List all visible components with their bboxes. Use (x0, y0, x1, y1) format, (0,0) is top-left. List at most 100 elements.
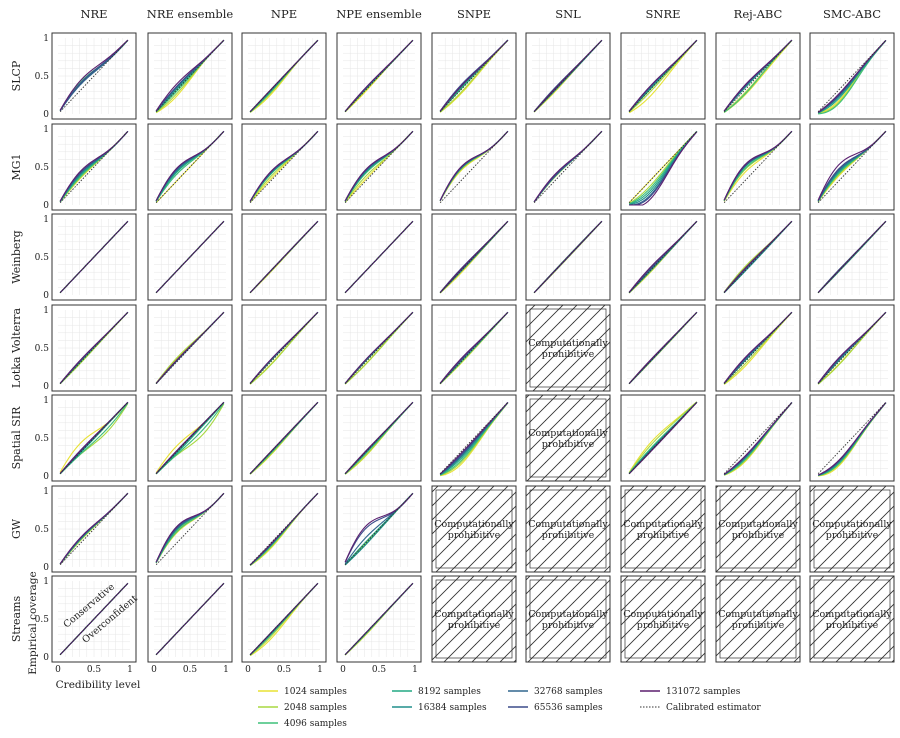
x-tick-label: 0 (245, 665, 251, 675)
panel: 00.51 (35, 32, 137, 120)
y-tick-label: 1 (43, 34, 49, 44)
y-tick-label: 1 (43, 487, 49, 497)
panel (147, 213, 233, 301)
calibrated-diagonal (439, 311, 509, 385)
panel (525, 32, 611, 120)
row-title: SLCP (10, 60, 23, 91)
calibrated-diagonal (817, 220, 887, 294)
prohibitive-label: Computationally (812, 519, 892, 530)
hatched-panel (525, 485, 611, 573)
prohibitive-label: Computationally (528, 428, 608, 439)
panel: 00.51 (35, 123, 137, 211)
prohibitive-label: Computationally (528, 519, 608, 530)
coverage-curve (817, 402, 887, 476)
panel (525, 123, 611, 211)
coverage-curve (723, 39, 793, 112)
panel (620, 213, 706, 301)
row-title: MG1 (10, 153, 23, 180)
calibrated-diagonal (344, 492, 414, 566)
calibrated-diagonal (439, 39, 509, 113)
calibrated-diagonal (249, 39, 319, 113)
calibrated-diagonal (155, 582, 225, 656)
prohibitive-label: Computationally (434, 609, 514, 620)
calibrated-diagonal (439, 130, 509, 204)
column-title: Rej-ABC (734, 7, 783, 21)
legend-item: Calibrated estimator (640, 703, 761, 713)
legend-item: 32768 samples (508, 687, 603, 697)
calibrated-diagonal (249, 220, 319, 294)
hatched-panel-inner-frame (529, 489, 607, 569)
panel (620, 304, 706, 392)
prohibitive-label: prohibitive (637, 530, 690, 541)
panel: 00.51 (35, 485, 137, 573)
calibrated-diagonal (344, 582, 414, 656)
panel (431, 32, 517, 120)
x-tick-label: 0.5 (372, 665, 387, 675)
panel (147, 485, 233, 573)
panel (147, 123, 233, 211)
panel (715, 213, 801, 301)
calibrated-diagonal (59, 39, 129, 113)
calibrated-diagonal (628, 401, 698, 475)
y-tick-label: 1 (43, 577, 49, 587)
x-tick-label: 0 (55, 665, 61, 675)
hatched-panel-inner-frame (813, 489, 891, 569)
prohibitive-label: Computationally (528, 609, 608, 620)
calibrated-diagonal (344, 311, 414, 385)
y-tick-label: 0.5 (35, 344, 50, 354)
hatched-panel-inner-frame (435, 489, 513, 569)
panel (241, 304, 327, 392)
hatched-panel (715, 485, 801, 573)
panel (241, 485, 327, 573)
calibrated-diagonal (439, 401, 509, 475)
prohibitive-label: prohibitive (826, 530, 879, 541)
calibrated-diagonal (723, 39, 793, 113)
y-tick-label: 0 (43, 563, 49, 573)
coverage-curve (155, 39, 225, 112)
prohibitive-label: prohibitive (732, 530, 785, 541)
panel (336, 213, 422, 301)
hatched-panel-inner-frame (624, 489, 702, 569)
panel (809, 304, 895, 392)
prohibitive-label: Computationally (623, 609, 703, 620)
y-tick-label: 0 (43, 653, 49, 663)
hatched-panel-inner-frame (529, 579, 607, 659)
coverage-curve (629, 131, 698, 206)
legend-label: 4096 samples (284, 719, 347, 729)
panel: 00.51 (35, 394, 137, 482)
calibrated-diagonal (59, 492, 129, 566)
panel (620, 123, 706, 211)
y-tick-label: 0 (43, 472, 49, 482)
calibrated-diagonal (344, 401, 414, 475)
panel (809, 394, 895, 482)
x-tick-label: 0 (340, 665, 346, 675)
prohibitive-label: Computationally (812, 609, 892, 620)
coverage-curve (723, 402, 793, 475)
calibrated-diagonal (155, 39, 225, 113)
calibrated-diagonal (155, 401, 225, 475)
prohibitive-label: prohibitive (542, 530, 595, 541)
calibrated-diagonal (533, 39, 603, 113)
y-tick-label: 0 (43, 201, 49, 211)
x-tick-label: 1 (317, 665, 323, 675)
hatched-panel-inner-frame (529, 308, 607, 388)
column-titles: NRE NRE ensemble NPE NPE ensemble SNPE SNL SNR… (80, 7, 881, 21)
prohibitive-label: prohibitive (542, 620, 595, 631)
y-tick-label: 1 (43, 125, 49, 135)
panel (147, 32, 233, 120)
panel (241, 394, 327, 482)
calibrated-diagonal (817, 130, 887, 204)
panel (715, 394, 801, 482)
x-tick-label: 1 (127, 665, 133, 675)
y-tick-label: 0.5 (35, 525, 50, 535)
column-title: SMC-ABC (823, 7, 881, 21)
calibrated-diagonal (59, 220, 129, 294)
coverage-curve (59, 39, 129, 111)
hatched-panel-inner-frame (435, 579, 513, 659)
prohibitive-label: prohibitive (542, 439, 595, 450)
